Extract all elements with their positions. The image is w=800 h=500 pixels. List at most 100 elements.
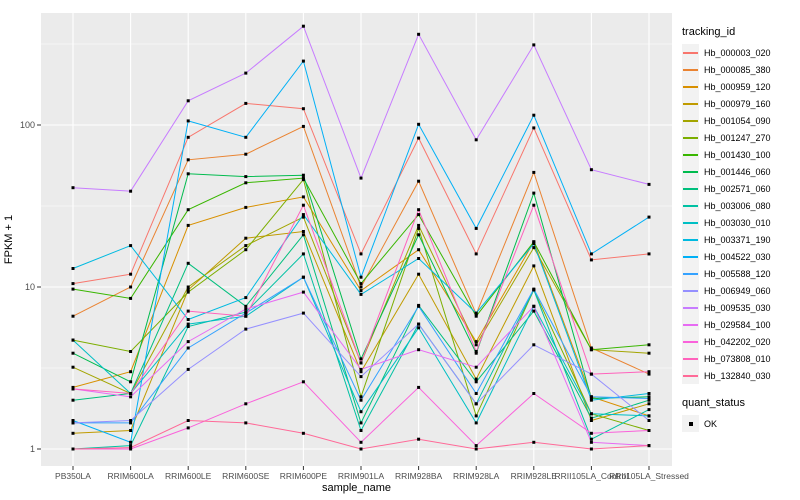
data-point-marker (359, 421, 363, 425)
legend-line-swatch-icon (683, 221, 698, 224)
data-point-marker (647, 429, 651, 432)
data-point-marker (359, 410, 363, 414)
data-point-marker (417, 223, 421, 227)
data-point-marker (71, 398, 75, 402)
data-point-marker (244, 421, 248, 425)
legend-item: Hb_132840_030 (682, 367, 798, 384)
data-point-marker (301, 195, 305, 199)
legend-item-label: Hb_003006_080 (704, 200, 771, 211)
data-point-marker (129, 370, 133, 374)
data-point-marker (71, 387, 75, 391)
legend-line-swatch-icon (683, 289, 698, 292)
legend-item-label: Hb_005588_120 (704, 268, 771, 279)
data-point-marker (589, 440, 593, 444)
data-point-marker (359, 285, 363, 289)
data-point-marker (301, 311, 305, 315)
data-point-marker (186, 322, 190, 326)
data-point-marker (301, 107, 305, 111)
legend-item: Hb_009535_030 (682, 299, 798, 316)
legend-line-swatch-icon (683, 119, 698, 122)
data-point-marker (71, 365, 75, 369)
data-point-marker (244, 236, 248, 240)
data-point-marker (474, 252, 478, 256)
x-tick-label: RRIM901LA (338, 471, 385, 481)
data-point-marker (71, 186, 75, 190)
data-point-marker (417, 272, 421, 276)
y-tick-label: 100 (20, 120, 35, 130)
data-point-marker (647, 408, 651, 412)
x-tick-label: RRIM928LA (453, 471, 500, 481)
data-point-marker (359, 357, 363, 361)
legend-item-label: Hb_009535_030 (704, 302, 771, 313)
data-point-marker (244, 135, 248, 139)
legend-line-swatch-icon (683, 170, 698, 173)
data-point-marker (244, 248, 248, 252)
quant-status-legend: quant_status OK (682, 397, 798, 432)
data-point-marker (301, 124, 305, 128)
data-point-marker (359, 398, 363, 402)
ok-square-marker-icon (688, 421, 693, 426)
data-point-marker (71, 421, 75, 425)
legend-item: Hb_029584_100 (682, 316, 798, 333)
data-point-marker (186, 99, 190, 103)
data-point-marker (532, 264, 536, 268)
legend-key-box (682, 231, 699, 248)
data-point-marker (301, 203, 305, 207)
legend-item-label: OK (704, 418, 718, 429)
legend-key-box (682, 146, 699, 163)
data-point-marker (417, 233, 421, 237)
data-point-marker (417, 136, 421, 140)
data-point-marker (244, 311, 248, 315)
data-point-marker (71, 287, 75, 291)
x-tick-label: PB350LA (55, 471, 91, 481)
data-point-marker (474, 365, 478, 369)
data-point-marker (532, 309, 536, 313)
legend-line-swatch-icon (683, 272, 698, 275)
legend-item-label: Hb_132840_030 (704, 370, 771, 381)
x-tick-label: RRIM928LE (511, 471, 558, 481)
data-point-marker (647, 351, 651, 355)
data-point-marker (474, 402, 478, 406)
legend-key-box (682, 415, 699, 432)
legend-item-label: Hb_000979_160 (704, 98, 771, 109)
data-point-marker (589, 398, 593, 402)
data-point-marker (474, 314, 478, 318)
data-point-marker (244, 181, 248, 185)
data-point-marker (244, 175, 248, 179)
legend-line-swatch-icon (683, 340, 698, 343)
data-point-marker (532, 287, 536, 291)
data-point-marker (244, 244, 248, 248)
data-point-marker (301, 173, 305, 177)
legend-line-swatch-icon (683, 323, 698, 326)
legend-item-label: Hb_001446_060 (704, 166, 771, 177)
data-point-marker (129, 446, 133, 450)
data-point-marker (647, 252, 651, 256)
data-point-marker (186, 367, 190, 371)
data-point-marker (417, 322, 421, 326)
data-point-marker (474, 340, 478, 344)
data-point-marker (129, 440, 133, 444)
legend-item-label: Hb_002571_060 (704, 183, 771, 194)
legend-line-swatch-icon (683, 102, 698, 105)
legend-item: Hb_000959_120 (682, 78, 798, 95)
data-point-marker (244, 402, 248, 406)
legend-line-swatch-icon (683, 85, 698, 88)
data-point-marker (359, 429, 363, 432)
data-point-marker (474, 447, 478, 451)
data-point-marker (589, 252, 593, 256)
data-point-marker (647, 397, 651, 400)
legend-key-box (682, 248, 699, 265)
data-point-marker (417, 348, 421, 352)
data-point-marker (647, 370, 651, 374)
data-point-marker (186, 208, 190, 212)
legend-line-swatch-icon (683, 306, 698, 309)
y-axis-title: FPKM + 1 (3, 215, 15, 264)
data-point-marker (647, 343, 651, 347)
y-tick-label: 1 (30, 444, 35, 454)
data-point-marker (474, 421, 478, 425)
data-point-marker (186, 158, 190, 162)
data-point-marker (532, 126, 536, 130)
data-point-marker (647, 414, 651, 418)
data-point-marker (647, 419, 651, 422)
